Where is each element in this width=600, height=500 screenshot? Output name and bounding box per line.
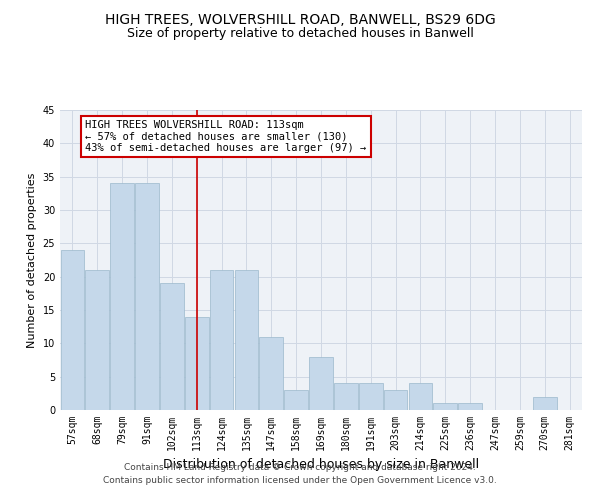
- Bar: [433, 404, 457, 410]
- Bar: [61, 250, 84, 410]
- Bar: [359, 384, 383, 410]
- Bar: [409, 384, 432, 410]
- Text: HIGH TREES, WOLVERSHILL ROAD, BANWELL, BS29 6DG: HIGH TREES, WOLVERSHILL ROAD, BANWELL, B…: [104, 12, 496, 26]
- Bar: [458, 404, 482, 410]
- Bar: [210, 270, 233, 410]
- Y-axis label: Number of detached properties: Number of detached properties: [27, 172, 37, 348]
- Bar: [309, 356, 333, 410]
- Bar: [533, 396, 557, 410]
- Bar: [259, 336, 283, 410]
- Bar: [110, 184, 134, 410]
- Bar: [284, 390, 308, 410]
- Text: Contains HM Land Registry data © Crown copyright and database right 2024.: Contains HM Land Registry data © Crown c…: [124, 464, 476, 472]
- Bar: [135, 184, 159, 410]
- Bar: [185, 316, 209, 410]
- Bar: [235, 270, 258, 410]
- Text: Size of property relative to detached houses in Banwell: Size of property relative to detached ho…: [127, 28, 473, 40]
- Bar: [334, 384, 358, 410]
- Bar: [85, 270, 109, 410]
- Bar: [160, 284, 184, 410]
- Text: HIGH TREES WOLVERSHILL ROAD: 113sqm
← 57% of detached houses are smaller (130)
4: HIGH TREES WOLVERSHILL ROAD: 113sqm ← 57…: [85, 120, 367, 153]
- X-axis label: Distribution of detached houses by size in Banwell: Distribution of detached houses by size …: [163, 458, 479, 471]
- Text: Contains public sector information licensed under the Open Government Licence v3: Contains public sector information licen…: [103, 476, 497, 485]
- Bar: [384, 390, 407, 410]
